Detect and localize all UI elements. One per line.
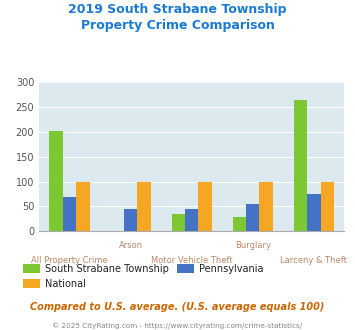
Bar [185, 209, 198, 231]
Text: Burglary: Burglary [235, 241, 271, 250]
Bar [137, 182, 151, 231]
Bar [171, 214, 185, 231]
Bar [246, 204, 260, 231]
Bar [260, 182, 273, 231]
Bar [233, 217, 246, 231]
Text: Larceny & Theft: Larceny & Theft [280, 256, 347, 265]
Bar [307, 194, 321, 231]
Text: Arson: Arson [119, 241, 143, 250]
Text: Compared to U.S. average. (U.S. average equals 100): Compared to U.S. average. (U.S. average … [30, 302, 325, 312]
Text: Motor Vehicle Theft: Motor Vehicle Theft [151, 256, 233, 265]
Bar [294, 100, 307, 231]
Bar [76, 182, 90, 231]
Text: © 2025 CityRating.com - https://www.cityrating.com/crime-statistics/: © 2025 CityRating.com - https://www.city… [53, 323, 302, 329]
Bar [321, 182, 334, 231]
Bar [198, 182, 212, 231]
Legend: South Strabane Township, National, Pennsylvania: South Strabane Township, National, Penns… [23, 264, 263, 289]
Bar [63, 197, 76, 231]
Text: All Property Crime: All Property Crime [31, 256, 108, 265]
Bar [124, 209, 137, 231]
Bar [49, 131, 63, 231]
Text: 2019 South Strabane Township
Property Crime Comparison: 2019 South Strabane Township Property Cr… [68, 3, 287, 32]
